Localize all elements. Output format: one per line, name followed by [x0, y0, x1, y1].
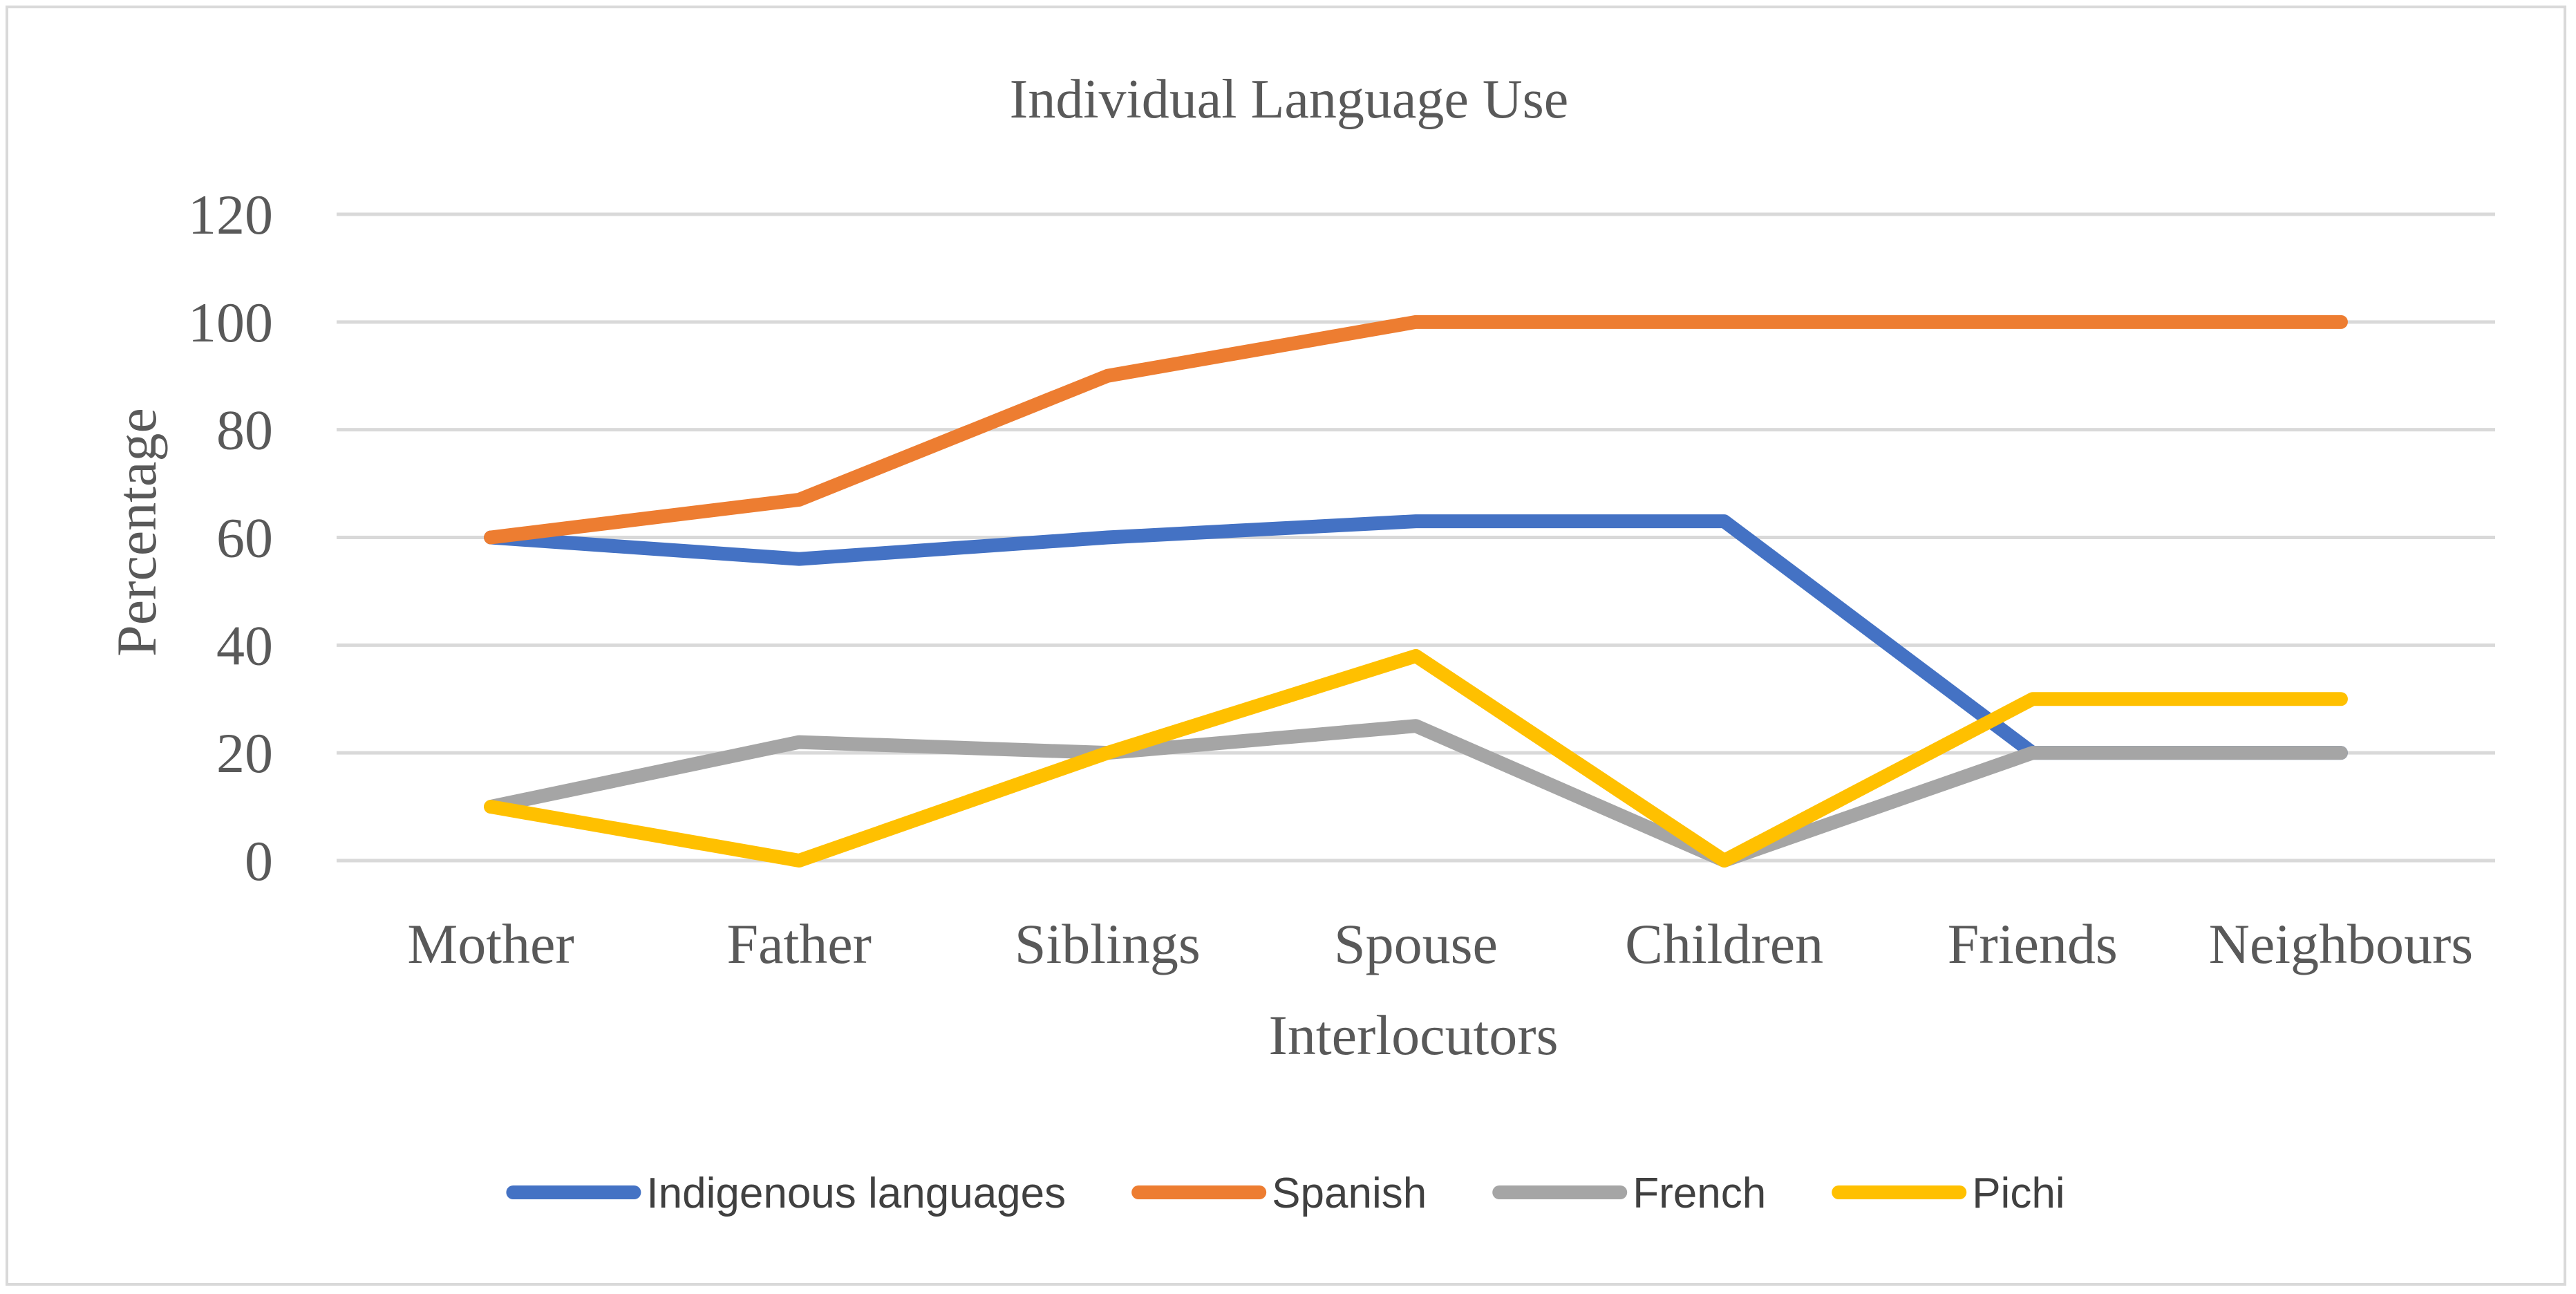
y-tick-label: 20	[216, 722, 273, 785]
y-tick-label: 100	[188, 291, 273, 354]
series-line-3	[484, 648, 2348, 868]
legend: Indigenous languages Spanish French Pichi	[506, 1170, 2065, 1217]
legend-label: Pichi	[1972, 1170, 2065, 1217]
legend-label: Indigenous languages	[646, 1170, 1066, 1217]
legend-item: Spanish	[1131, 1170, 1427, 1217]
legend-label: French	[1633, 1170, 1766, 1217]
y-axis-label: Percentage	[105, 408, 168, 657]
x-tick-labels: Mother Father Siblings Spouse Children Friend…	[407, 912, 2473, 975]
series-line-1	[484, 315, 2348, 545]
y-tick-label: 120	[188, 183, 273, 246]
x-tick-label: Father	[726, 912, 871, 975]
x-tick-label: Friends	[1948, 912, 2118, 975]
x-tick-label: Mother	[407, 912, 574, 975]
legend-item: Pichi	[1832, 1170, 2065, 1217]
y-tick-label: 80	[216, 399, 273, 462]
y-tick-label: 60	[216, 507, 273, 570]
legend-label: Spanish	[1272, 1170, 1427, 1217]
x-tick-label: Children	[1625, 912, 1823, 975]
y-tick-label: 0	[245, 829, 273, 892]
x-axis-label: Interlocutors	[1269, 1004, 1559, 1067]
chart-title: Individual Language Use	[1010, 69, 1569, 130]
x-tick-label: Spouse	[1334, 912, 1498, 975]
legend-item: French	[1492, 1170, 1766, 1217]
x-tick-label: Siblings	[1015, 912, 1201, 975]
legend-item: Indigenous languages	[506, 1170, 1066, 1217]
y-tick-labels: 0 20 40 60 80 100 120	[188, 183, 273, 892]
series-line-2	[484, 719, 2348, 868]
gridlines	[337, 212, 2495, 863]
x-tick-label: Neighbours	[2209, 912, 2474, 975]
y-tick-label: 40	[216, 614, 273, 677]
series-lines	[484, 315, 2348, 868]
series-line-0	[484, 514, 2348, 760]
